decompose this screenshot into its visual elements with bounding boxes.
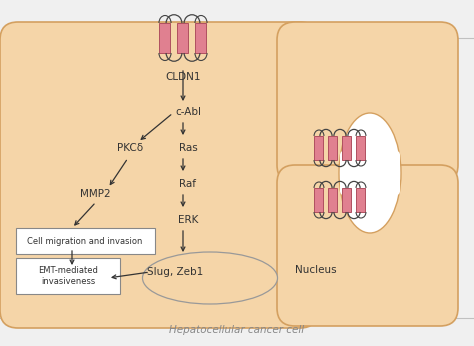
Ellipse shape	[339, 113, 401, 233]
Text: MMP2: MMP2	[80, 189, 110, 199]
Bar	[195, 23, 207, 53]
FancyBboxPatch shape	[16, 258, 120, 294]
Text: Cell migration and invasion: Cell migration and invasion	[27, 237, 143, 246]
FancyBboxPatch shape	[0, 22, 318, 328]
Bar	[177, 23, 189, 53]
Bar	[328, 188, 337, 212]
Text: ERK: ERK	[178, 215, 198, 225]
Text: c-Abl: c-Abl	[175, 107, 201, 117]
Bar	[315, 188, 323, 212]
Text: Raf: Raf	[180, 179, 197, 189]
Bar	[343, 136, 352, 160]
Bar	[315, 136, 323, 160]
Bar	[356, 136, 365, 160]
FancyBboxPatch shape	[16, 228, 155, 254]
FancyBboxPatch shape	[340, 151, 400, 195]
FancyBboxPatch shape	[277, 165, 458, 326]
Text: EMT-mediated
invasiveness: EMT-mediated invasiveness	[38, 266, 98, 286]
Text: Hepatocellular cancer cell: Hepatocellular cancer cell	[169, 325, 305, 335]
Text: Bile
canaliculi: Bile canaliculi	[345, 162, 395, 184]
Text: Slug, Zeb1: Slug, Zeb1	[147, 267, 203, 277]
Bar	[343, 188, 352, 212]
Text: Nucleus: Nucleus	[295, 265, 337, 275]
Bar	[356, 188, 365, 212]
Text: CLDN1: CLDN1	[165, 72, 201, 82]
Text: Ras: Ras	[179, 143, 197, 153]
Ellipse shape	[143, 252, 277, 304]
Text: PKCδ: PKCδ	[117, 143, 143, 153]
FancyBboxPatch shape	[277, 22, 458, 183]
Bar	[159, 23, 171, 53]
Bar	[328, 136, 337, 160]
